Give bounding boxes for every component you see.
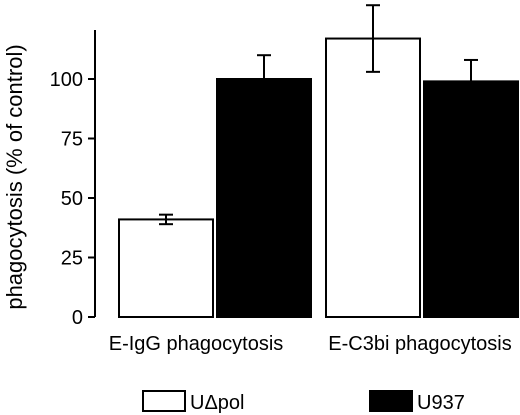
x-axis-labels: E-IgG phagocytosis E-C3bi phagocytosis [109,333,512,355]
y-tick-label: 75 [61,129,83,151]
chart-legend: UΔpol U937 [142,390,465,414]
x-category-label: E-IgG phagocytosis [109,333,284,355]
legend-label: U937 [417,392,465,414]
y-tick-label: 25 [61,248,83,270]
bar [216,78,312,318]
y-tick-label: 0 [72,307,83,329]
legend-swatch [369,390,413,412]
bar [423,80,519,318]
x-category-label: E-C3bi phagocytosis [328,333,511,355]
legend-label: UΔpol [190,392,245,414]
bar [325,37,421,318]
y-tick-label: 100 [50,69,83,91]
y-axis-label: phagocytosis (% of control) [2,44,27,309]
chart-bars [118,4,519,318]
chart-axes: 0 25 50 75 100 [50,30,96,329]
y-tick-label: 50 [61,188,83,210]
legend-swatch [142,390,186,412]
bar [118,218,214,318]
